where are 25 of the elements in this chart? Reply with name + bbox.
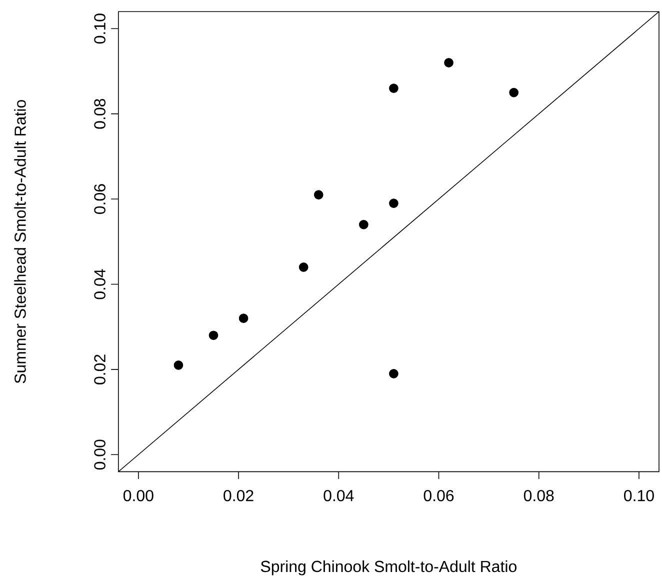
point: [389, 198, 398, 208]
point: [298, 262, 308, 272]
y-tick-label: 0.04: [94, 269, 106, 300]
y-tick-label: 0.02: [94, 354, 106, 384]
y-tick-label: 0.08: [94, 98, 106, 129]
x-axis-title: Spring Chinook Smolt-to-Adult Ratio: [260, 560, 516, 576]
point: [444, 58, 454, 68]
y-axis-title: Summer Steelhead Smolt-to-Adult Ratio: [14, 100, 26, 384]
x-tick-label: 0.06: [424, 490, 454, 502]
point: [174, 360, 184, 370]
x-tick-label: 0.10: [624, 490, 654, 502]
y-tick-label: 0.10: [94, 14, 106, 44]
point: [359, 220, 368, 230]
x-tick-label: 0.04: [324, 490, 354, 502]
point: [389, 369, 398, 378]
x-tick-label: 0.08: [524, 490, 554, 502]
y-tick-label: 0.06: [94, 184, 106, 214]
point: [238, 314, 248, 323]
point: [509, 88, 519, 98]
y-tick-label: 0.00: [94, 440, 106, 470]
x-tick-label: 0.02: [224, 490, 254, 502]
point: [389, 84, 398, 93]
point: [314, 190, 324, 200]
x-tick-label: 0.00: [123, 490, 154, 502]
point: [208, 330, 218, 340]
